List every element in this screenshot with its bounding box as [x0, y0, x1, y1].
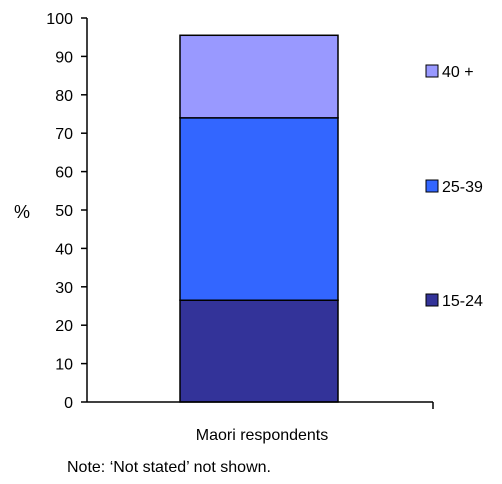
y-tick-label: 90 [55, 49, 73, 66]
y-tick-label: 20 [55, 318, 73, 335]
bar-segment-25-39 [179, 117, 339, 301]
y-tick-label: 70 [55, 126, 73, 143]
bars [179, 34, 339, 403]
axes [86, 18, 434, 409]
legend: 40 + 25-39 15-24 [425, 64, 483, 310]
legend-swatch [425, 293, 439, 307]
legend-swatch [425, 179, 439, 193]
y-tick-label: 50 [55, 203, 73, 220]
y-tick-label: 40 [55, 241, 73, 258]
bar-segment-40 [179, 34, 339, 119]
y-tick-label: 0 [64, 395, 73, 412]
y-tick-label: 10 [55, 357, 73, 374]
y-tick-label: 80 [55, 88, 73, 105]
y-tick-label: 60 [55, 165, 73, 182]
legend-label: 40 + [442, 64, 474, 81]
legend-label: 25-39 [442, 179, 483, 196]
bar-segment-15-24 [179, 299, 339, 403]
y-tick-label: 30 [55, 280, 73, 297]
legend-swatch [425, 64, 439, 78]
y-tick-label: 100 [46, 11, 73, 28]
y-axis-label: % [14, 202, 30, 222]
legend-label: 15-24 [442, 293, 483, 310]
x-category-label: Maori respondents [196, 427, 329, 444]
y-axis-ticks: 0 10 20 30 40 50 60 70 80 90 100 [46, 11, 87, 412]
chart-note: Note: ‘Not stated’ not shown. [67, 459, 271, 476]
